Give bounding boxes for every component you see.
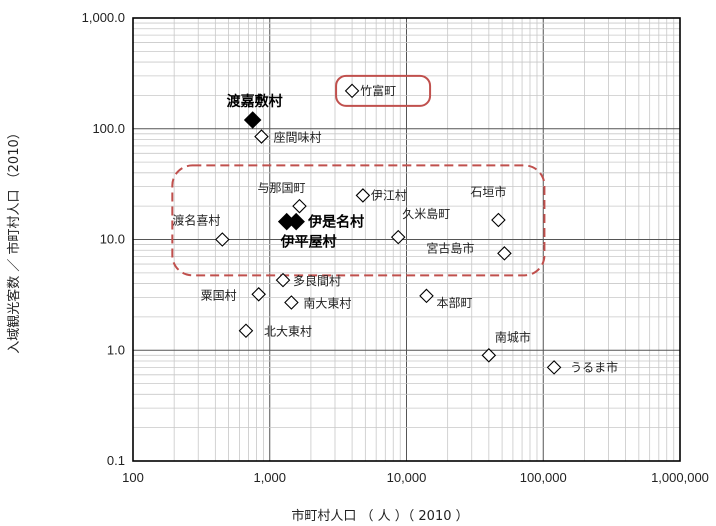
- data-point-marker: [292, 198, 307, 214]
- y-tick-label: 0.1: [107, 453, 125, 468]
- data-point-marker: [419, 288, 434, 304]
- data-point-marker: [546, 360, 562, 375]
- y-axis-title: 入域観光客数 ／ 市町村人口 （2010）: [6, 126, 22, 353]
- data-point-marker: [481, 348, 497, 363]
- data-point-marker: [277, 212, 296, 231]
- data-point-label: 本部町: [436, 295, 472, 310]
- data-point-label: うるま市: [570, 359, 618, 374]
- x-tick-label: 1,000,000: [651, 470, 709, 485]
- solid-group-outline: [335, 74, 432, 107]
- data-point-marker: [243, 111, 262, 129]
- x-axis-title: 市町村人口 （ 人 ）（ 2010 ）: [291, 508, 468, 524]
- data-point-label: 多良間村: [293, 273, 341, 288]
- data-point-label: 与那国町: [257, 181, 305, 195]
- x-tick-label: 100: [122, 470, 144, 485]
- plot-frame: [132, 17, 681, 462]
- data-point-marker: [215, 232, 230, 247]
- data-point-label: 渡名喜村: [172, 213, 220, 228]
- data-point-label: 座間味村: [273, 130, 321, 145]
- data-point-marker: [497, 246, 512, 261]
- data-point-label: 北大東村: [264, 325, 312, 339]
- data-point-label: 石垣市: [470, 184, 506, 199]
- data-point-label: 久米島町: [402, 206, 450, 221]
- data-point-marker: [344, 83, 360, 99]
- data-point-label: 南大東村: [303, 295, 351, 310]
- y-tick-label: 1.0: [107, 342, 125, 357]
- annotations: [171, 74, 546, 277]
- x-tick-label: 10,000: [387, 470, 427, 485]
- data-point-label: 渡嘉敷村: [227, 93, 283, 110]
- data-point-marker: [238, 323, 254, 339]
- data-point-marker: [275, 272, 291, 288]
- grid-lines: [132, 18, 680, 462]
- y-tick-label: 100.0: [92, 121, 125, 136]
- y-tick-label: 10.0: [100, 232, 125, 247]
- dashed-group-outline: [171, 164, 546, 277]
- data-point-marker: [284, 295, 299, 310]
- data-point-label: 竹富町: [360, 83, 396, 98]
- data-point-label: 粟国村: [201, 288, 237, 302]
- data-point-label: 宮古島市: [426, 240, 474, 255]
- data-points: [215, 83, 562, 375]
- data-point-label: 南城市: [495, 329, 531, 344]
- data-point-marker: [355, 188, 371, 203]
- x-tick-label: 100,000: [520, 470, 567, 485]
- x-tick-label: 1,000: [253, 470, 286, 485]
- data-point-label: 伊是名村: [307, 214, 364, 231]
- data-point-marker: [254, 129, 269, 144]
- data-point-marker: [251, 287, 266, 302]
- data-point-label: 伊平屋村: [280, 234, 337, 251]
- data-point-label: 伊江村: [371, 188, 407, 202]
- y-tick-label: 1,000.0: [82, 10, 125, 25]
- tick-labels: 100 1,000 10,000 100,000 1,000,000 0.1 1.0 10.0…: [82, 10, 709, 485]
- data-point-marker: [491, 212, 506, 228]
- data-point-marker: [390, 229, 406, 245]
